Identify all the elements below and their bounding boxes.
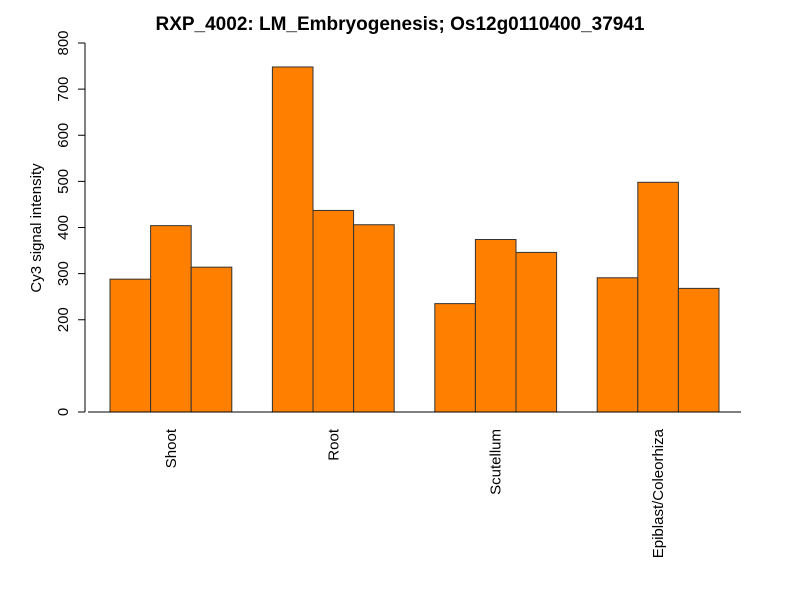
chart-title: RXP_4002: LM_Embryogenesis; Os12g0110400… xyxy=(155,14,644,35)
bar xyxy=(271,66,314,413)
x-tick-label: Epiblast/Coleorhiza xyxy=(650,428,667,558)
bar xyxy=(109,278,152,413)
y-tick-label: 800 xyxy=(55,30,72,55)
bar xyxy=(434,303,476,413)
x-axis: Shoot Root Scutellum Epiblast/Coleorhiza xyxy=(88,411,741,558)
y-tick-label: 300 xyxy=(55,261,72,286)
bar xyxy=(150,225,192,413)
bar xyxy=(353,224,395,413)
y-tick-label: 200 xyxy=(55,307,72,332)
y-tick-label: 700 xyxy=(55,77,72,102)
x-tick-label: Scutellum xyxy=(488,429,505,495)
bar xyxy=(596,277,639,413)
bar xyxy=(677,287,720,413)
y-axis-label: Cy3 signal intensity xyxy=(28,163,45,293)
y-tick-label: 600 xyxy=(55,123,72,148)
x-tick-label: Root xyxy=(325,428,342,461)
bars-group xyxy=(109,66,720,413)
x-tick-label: Shoot xyxy=(163,428,180,468)
bar xyxy=(190,266,233,413)
bar xyxy=(515,251,558,413)
bar xyxy=(637,181,679,413)
bar xyxy=(474,238,517,413)
bar xyxy=(312,209,355,413)
y-tick-label: 500 xyxy=(55,169,72,194)
y-tick-label: 400 xyxy=(55,215,72,240)
y-axis: 0 200 300 400 500 600 700 800 xyxy=(55,30,86,416)
y-tick-label: 0 xyxy=(55,408,72,416)
